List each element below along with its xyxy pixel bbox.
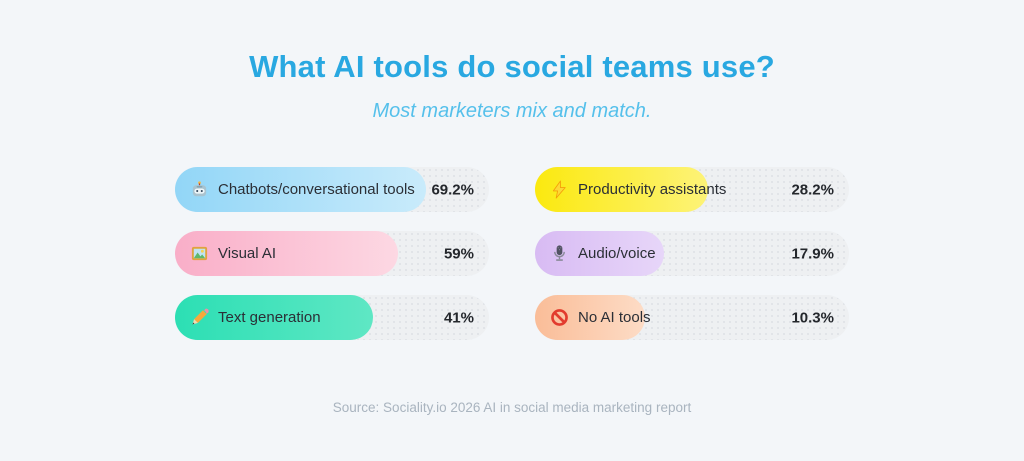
page-subtitle: Most marketers mix and match. xyxy=(372,100,652,122)
bar-track: Audio/voice 17.9% xyxy=(535,231,849,276)
bar-track: Visual AI 59% xyxy=(175,231,489,276)
lightning-icon xyxy=(550,180,569,199)
bar-label: Visual AI xyxy=(218,245,277,262)
bar-value: 28.2% xyxy=(791,181,834,198)
bar-track: Text generation 41% xyxy=(175,295,489,340)
bar-value: 17.9% xyxy=(791,245,834,262)
bar-fill: Audio/voice xyxy=(535,231,664,276)
bar-fill: Chatbots/conversational tools xyxy=(175,167,427,212)
source-caption: Source: Sociality.io 2026 AI in social m… xyxy=(332,400,692,415)
bar-track: Chatbots/conversational tools 69.2% xyxy=(175,167,489,212)
bar-fill: Visual AI xyxy=(175,231,398,276)
page-title: What AI tools do social teams use? xyxy=(249,49,775,84)
bar-label: Text generation xyxy=(218,309,321,326)
pencil-icon xyxy=(190,308,209,327)
bars-grid: Chatbots/conversational tools 69.2% Prod… xyxy=(175,167,849,340)
bar-label: No AI tools xyxy=(578,309,651,326)
framed-picture-icon xyxy=(190,244,209,263)
bar-label: Productivity assistants xyxy=(578,181,727,198)
bar-value: 69.2% xyxy=(431,181,474,198)
bar-track: Productivity assistants 28.2% xyxy=(535,167,849,212)
bar-fill: No AI tools xyxy=(535,295,651,340)
bar-value: 10.3% xyxy=(791,309,834,326)
bar-label: Audio/voice xyxy=(578,245,656,262)
microphone-icon xyxy=(550,244,569,263)
bar-fill: Productivity assistants xyxy=(535,167,726,212)
bar-track: No AI tools 10.3% xyxy=(535,295,849,340)
bar-label: Chatbots/conversational tools xyxy=(218,181,415,198)
prohibited-icon xyxy=(550,308,569,327)
bar-fill: Text generation xyxy=(175,295,373,340)
bar-value: 41% xyxy=(443,309,474,326)
bar-value: 59% xyxy=(443,245,474,262)
robot-icon xyxy=(190,180,209,199)
